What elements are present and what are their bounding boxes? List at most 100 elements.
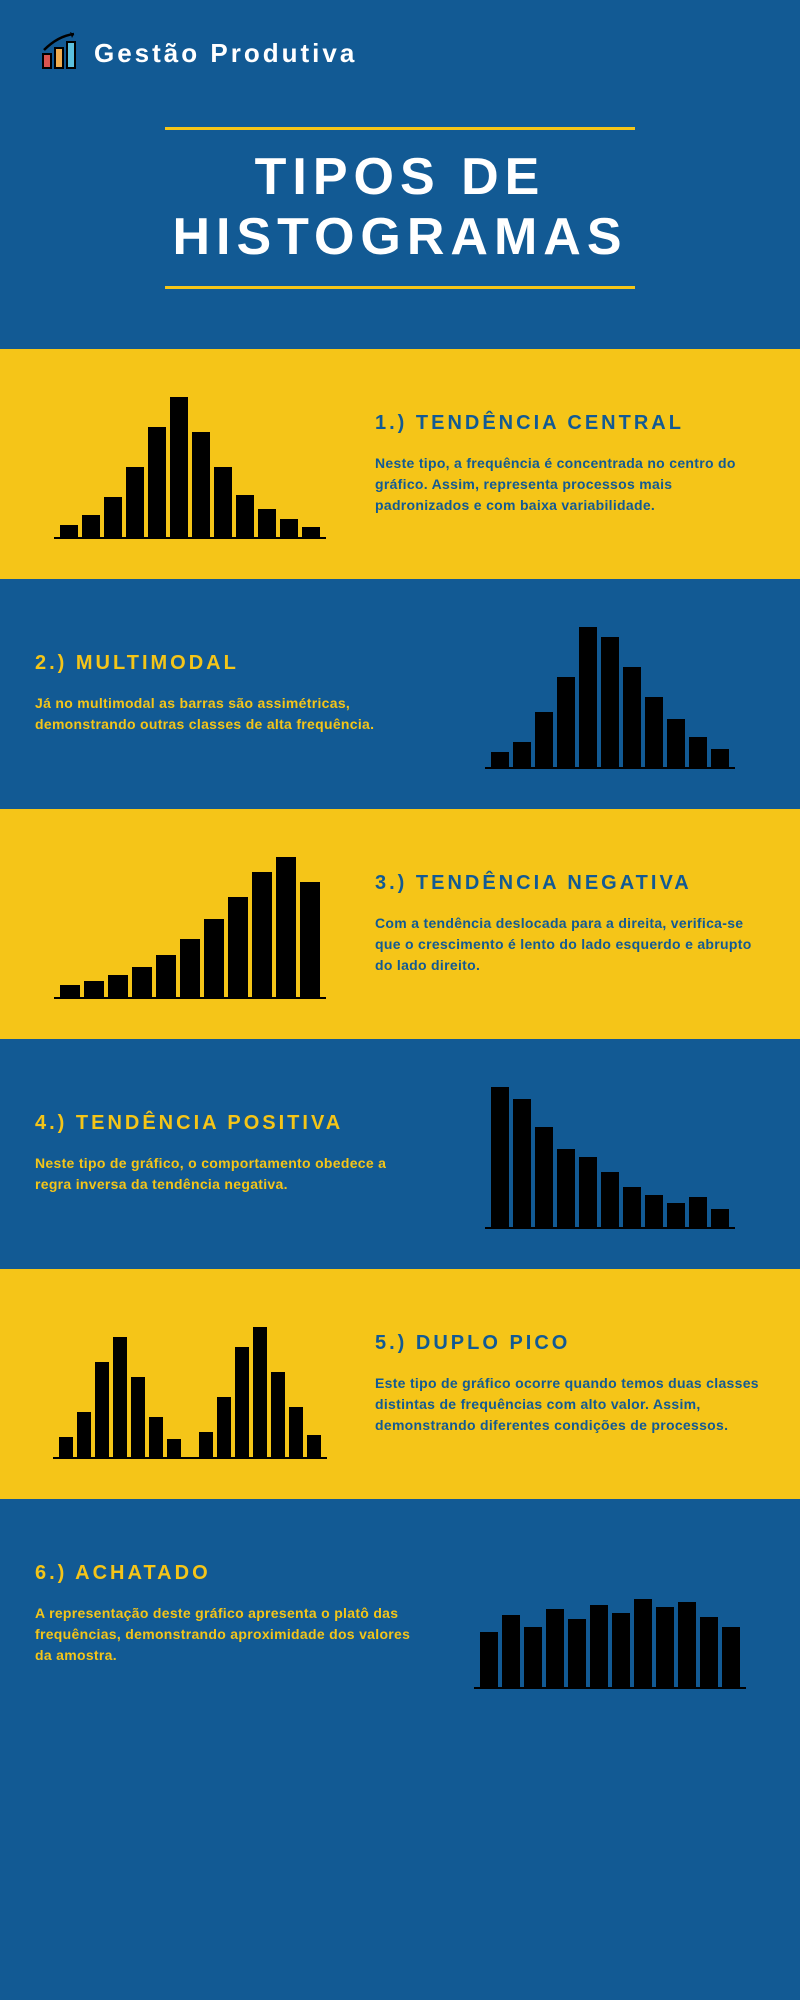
section-text: 6.) ACHATADOA representação deste gráfic… — [35, 1562, 425, 1666]
histogram-bars — [474, 1539, 746, 1689]
section-text: 2.) MULTIMODAL Já no multimodal as barras… — [35, 652, 425, 735]
section-desc: Neste tipo, a frequência é concentrada n… — [375, 453, 765, 516]
bar — [623, 1187, 641, 1227]
divider-top — [165, 127, 635, 130]
histogram-bars — [485, 619, 735, 769]
section-title: 5.) DUPLO PICO — [375, 1332, 765, 1355]
bar — [108, 975, 128, 997]
bar — [689, 737, 707, 767]
bar — [95, 1362, 109, 1457]
histogram-6 — [455, 1539, 765, 1689]
bar — [711, 749, 729, 767]
section-title: 1.) TENDÊNCIA CENTRAL — [375, 412, 765, 435]
histogram-bars — [54, 849, 326, 999]
brand-text: Gestão Produtiva — [94, 38, 357, 69]
histogram-bars — [54, 389, 326, 539]
bar — [170, 397, 188, 537]
bar — [645, 697, 663, 767]
bar — [84, 981, 104, 997]
section-text: 4.) TENDÊNCIA POSITIVA Neste tipo de gráf… — [35, 1112, 425, 1195]
bar — [156, 955, 176, 997]
title-line-2: HISTOGRAMAS — [172, 208, 627, 266]
section-1: 1.) TENDÊNCIA CENTRAL Neste tipo, a frequ… — [0, 349, 800, 579]
section-desc: Já no multimodal as barras são assimétri… — [35, 693, 425, 735]
bar — [149, 1417, 163, 1457]
bar — [491, 752, 509, 767]
section-title: 6.) ACHATADO — [35, 1562, 425, 1585]
bar — [276, 857, 296, 997]
bar — [579, 627, 597, 767]
histogram-bars — [485, 1079, 735, 1229]
bar — [546, 1609, 564, 1687]
bar — [132, 967, 152, 997]
section-text: 5.) DUPLO PICO Este tipo de gráfico ocorr… — [375, 1332, 765, 1436]
bar — [667, 719, 685, 767]
bar — [236, 495, 254, 537]
bar — [214, 467, 232, 537]
section-desc: Neste tipo de gráfico, o comportamento o… — [35, 1153, 425, 1195]
bar — [104, 497, 122, 537]
bar — [634, 1599, 652, 1687]
bar — [131, 1377, 145, 1457]
section-5: 5.) DUPLO PICO Este tipo de gráfico ocorr… — [0, 1269, 800, 1499]
bar — [167, 1439, 181, 1457]
title-line-1: TIPOS DE — [255, 148, 546, 206]
bar — [535, 1127, 553, 1227]
bar — [557, 1149, 575, 1227]
bar — [513, 742, 531, 767]
bar — [645, 1195, 663, 1227]
bar — [82, 515, 100, 537]
bar — [217, 1397, 231, 1457]
bar — [612, 1613, 630, 1687]
bar — [524, 1627, 542, 1687]
bar — [258, 509, 276, 537]
bar — [722, 1627, 740, 1687]
histogram-3 — [35, 849, 345, 999]
histogram-bars — [53, 1309, 327, 1459]
bar — [60, 525, 78, 537]
bar — [302, 527, 320, 537]
header: Gestão Produtiva TIPOS DE HISTOGRAMAS — [0, 0, 800, 349]
bar — [667, 1203, 685, 1227]
bar — [148, 427, 166, 537]
sections-container: 1.) TENDÊNCIA CENTRAL Neste tipo, a frequ… — [0, 349, 800, 1729]
main-title: TIPOS DE HISTOGRAMAS — [40, 148, 760, 268]
bar — [678, 1602, 696, 1687]
divider-bottom — [165, 286, 635, 289]
bar — [235, 1347, 249, 1457]
logo-icon — [40, 30, 82, 77]
bar — [113, 1337, 127, 1457]
bar — [59, 1437, 73, 1457]
bar — [601, 637, 619, 767]
section-4: 4.) TENDÊNCIA POSITIVA Neste tipo de gráf… — [0, 1039, 800, 1269]
bar — [579, 1157, 597, 1227]
bar — [228, 897, 248, 997]
bar — [204, 919, 224, 997]
histogram-1 — [35, 389, 345, 539]
bar — [656, 1607, 674, 1687]
section-text: 1.) TENDÊNCIA CENTRAL Neste tipo, a frequ… — [375, 412, 765, 516]
bar — [502, 1615, 520, 1687]
title-block: TIPOS DE HISTOGRAMAS — [40, 127, 760, 289]
section-title: 3.) TENDÊNCIA NEGATIVA — [375, 872, 765, 895]
section-desc: Este tipo de gráfico ocorre quando temos… — [375, 1373, 765, 1436]
bar — [253, 1327, 267, 1457]
bar — [192, 432, 210, 537]
bar — [601, 1172, 619, 1227]
bar — [568, 1619, 586, 1687]
bar — [689, 1197, 707, 1227]
section-title: 4.) TENDÊNCIA POSITIVA — [35, 1112, 425, 1135]
bar — [252, 872, 272, 997]
bar — [557, 677, 575, 767]
histogram-5 — [35, 1309, 345, 1459]
bar — [180, 939, 200, 997]
section-title: 2.) MULTIMODAL — [35, 652, 425, 675]
bar — [711, 1209, 729, 1227]
bar — [289, 1407, 303, 1457]
section-6: 6.) ACHATADOA representação deste gráfic… — [0, 1499, 800, 1729]
bar — [623, 667, 641, 767]
bar — [199, 1432, 213, 1457]
histogram-4 — [455, 1079, 765, 1229]
bar — [271, 1372, 285, 1457]
histogram-2 — [455, 619, 765, 769]
